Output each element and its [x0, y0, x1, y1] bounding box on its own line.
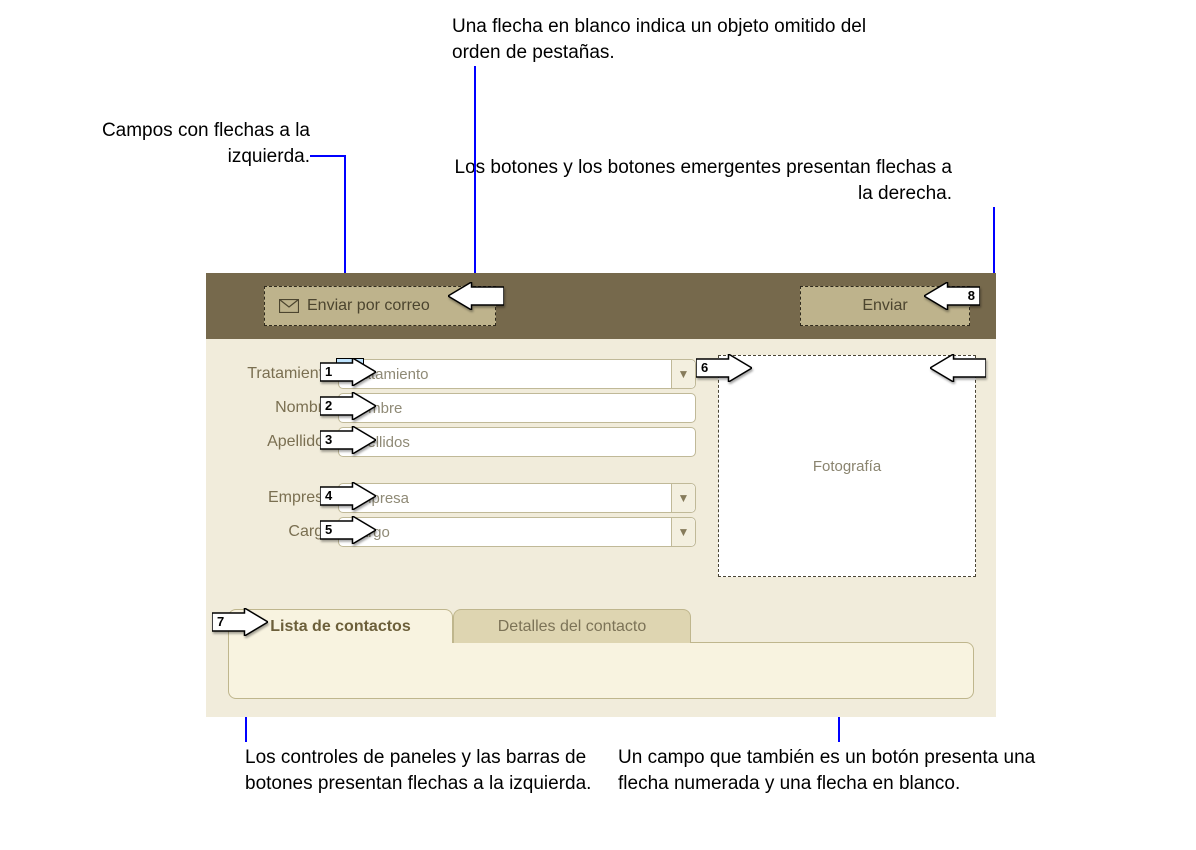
callout-buttons-right: Los botones y los botones emergentes pre…: [452, 155, 952, 206]
email-button-label: Enviar por correo: [307, 297, 430, 315]
row-empresa: Empresa Empresa ▼: [238, 483, 696, 513]
tab-order-arrow-nombre: 2: [320, 392, 376, 420]
callout-field-button: Un campo que también es un botón present…: [618, 745, 1058, 796]
callout-blank-arrow: Una flecha en blanco indica un objeto om…: [452, 14, 912, 65]
leader-fields-left-h: [310, 155, 344, 157]
tab-order-number: 4: [325, 488, 332, 503]
tab-body: [228, 642, 974, 699]
photo-field[interactable]: Fotografía: [718, 355, 976, 577]
field-cargo[interactable]: Cargo ▼: [338, 517, 696, 547]
row-cargo: Cargo Cargo ▼: [238, 517, 696, 547]
tab-order-number: 1: [325, 364, 332, 379]
leader-top-blank: [474, 66, 476, 291]
tab-strip: Lista de contactos Detalles del contacto: [228, 609, 974, 699]
dropdown-tratamiento[interactable]: ▼: [671, 360, 695, 388]
field-tratamiento[interactable]: Tratamiento ▼: [338, 359, 696, 389]
callout-fields-left: Campos con flechas a la izquierda.: [30, 118, 310, 169]
tab-order-arrow-tabs: 7: [212, 608, 268, 636]
tab-order-number: 7: [217, 614, 224, 629]
tab-order-arrow-apellidos: 3: [320, 426, 376, 454]
field-nombre[interactable]: Nombre: [338, 393, 696, 423]
tab-order-arrow-foto-num: 6: [696, 354, 752, 382]
toolbar: Enviar por correo Enviar: [206, 273, 996, 339]
tab-order-arrow-email-skip: [448, 282, 504, 310]
send-button-label: Enviar: [862, 297, 907, 315]
dropdown-empresa[interactable]: ▼: [671, 484, 695, 512]
field-empresa[interactable]: Empresa ▼: [338, 483, 696, 513]
tab-order-number: 3: [325, 432, 332, 447]
tab-order-arrow-empresa: 4: [320, 482, 376, 510]
tab-contact-list-label: Lista de contactos: [270, 618, 410, 636]
tab-order-number: 6: [701, 360, 708, 375]
photo-label: Fotografía: [813, 458, 881, 475]
field-apellidos[interactable]: Apellidos: [338, 427, 696, 457]
row-apellidos: Apellidos Apellidos: [238, 427, 696, 457]
mail-icon: [279, 299, 299, 313]
tab-order-number: 2: [325, 398, 332, 413]
tab-contact-details[interactable]: Detalles del contacto: [453, 609, 691, 643]
tab-order-number: 8: [968, 288, 975, 303]
dropdown-cargo[interactable]: ▼: [671, 518, 695, 546]
row-nombre: Nombre Nombre: [238, 393, 696, 423]
tab-order-arrow-cargo: 5: [320, 516, 376, 544]
tab-order-arrow-foto-skip: [930, 354, 986, 382]
tab-order-arrow-send: 8: [924, 282, 980, 310]
tab-order-arrow-tratamiento: 1: [320, 358, 376, 386]
callout-panels-left: Los controles de paneles y las barras de…: [245, 745, 605, 796]
row-tratamiento: Tratamiento Tratamiento ▼: [238, 359, 696, 389]
tab-contact-details-label: Detalles del contacto: [498, 618, 647, 636]
tab-order-number: 5: [325, 522, 332, 537]
